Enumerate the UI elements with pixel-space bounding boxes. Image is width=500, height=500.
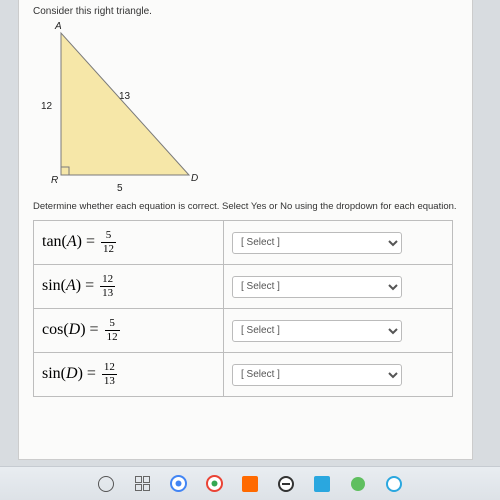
equation-expression: cos(D) = 512 [42,321,120,338]
equation-expression: sin(D) = 1213 [42,365,117,382]
equation-cell: sin(D) = 1213 [34,353,224,397]
select-cell: [ Select ]YesNo [224,221,453,265]
triangle-svg [33,23,213,193]
start-icon[interactable] [97,475,115,493]
table-row: tan(A) = 512 [ Select ]YesNo [34,221,453,265]
yes-no-select[interactable]: [ Select ]YesNo [232,276,402,298]
app-icon-3[interactable] [313,475,331,493]
yes-no-select[interactable]: [ Select ]YesNo [232,232,402,254]
yes-no-select[interactable]: [ Select ]YesNo [232,364,402,386]
chrome2-icon[interactable] [205,475,223,493]
instruction-text: Determine whether each equation is corre… [33,201,458,212]
select-cell: [ Select ]YesNo [224,353,453,397]
table-row: sin(A) = 1213 [ Select ]YesNo [34,265,453,309]
app-icon[interactable] [241,475,259,493]
prompt-text: Consider this right triangle. [33,6,458,17]
equation-cell: cos(D) = 512 [34,309,224,353]
equation-cell: sin(A) = 1213 [34,265,224,309]
select-cell: [ Select ]YesNo [224,309,453,353]
equation-expression: sin(A) = 1213 [42,277,115,294]
select-cell: [ Select ]YesNo [224,265,453,309]
side-AD-label: 13 [119,91,130,102]
table-row: cos(D) = 512 [ Select ]YesNo [34,309,453,353]
equation-cell: tan(A) = 512 [34,221,224,265]
chrome-icon[interactable] [169,475,187,493]
equation-expression: tan(A) = 512 [42,233,116,250]
vertex-A-label: A [55,21,62,32]
vertex-R-label: R [51,175,58,186]
app-icon-4[interactable] [349,475,367,493]
side-AR-label: 12 [41,101,52,112]
yes-no-select[interactable]: [ Select ]YesNo [232,320,402,342]
triangle-figure: A R D 12 13 5 [33,23,213,193]
task-view-icon[interactable] [133,475,151,493]
table-row: sin(D) = 1213 [ Select ]YesNo [34,353,453,397]
equations-table: tan(A) = 512[ Select ]YesNosin(A) = 1213… [33,220,453,397]
side-RD-label: 5 [117,183,123,194]
app-icon-2[interactable] [277,475,295,493]
worksheet-panel: Consider this right triangle. A R D 12 1… [18,0,473,460]
vertex-D-label: D [191,173,198,184]
app-icon-5[interactable] [385,475,403,493]
windows-taskbar[interactable] [0,466,500,500]
